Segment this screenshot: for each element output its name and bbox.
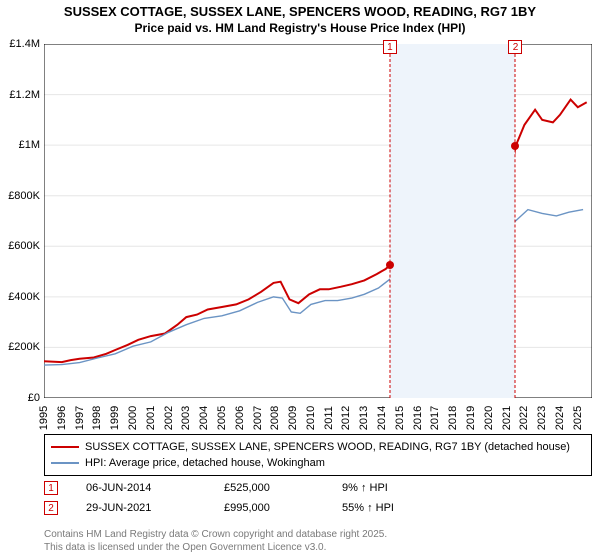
event-marker-line bbox=[515, 54, 516, 398]
y-axis-label: £1M bbox=[0, 139, 40, 151]
event-delta: 9% ↑ HPI bbox=[342, 482, 432, 494]
legend: SUSSEX COTTAGE, SUSSEX LANE, SPENCERS WO… bbox=[44, 434, 592, 476]
legend-swatch bbox=[51, 462, 79, 463]
x-axis-label: 2019 bbox=[465, 406, 477, 430]
y-axis-label: £1.4M bbox=[0, 38, 40, 50]
footer-attribution: Contains HM Land Registry data © Crown c… bbox=[44, 529, 387, 554]
x-axis-label: 1995 bbox=[38, 406, 50, 430]
x-axis-label: 1998 bbox=[91, 406, 103, 430]
x-axis-label: 2021 bbox=[501, 406, 513, 430]
x-axis-label: 2002 bbox=[163, 406, 175, 430]
event-price: £995,000 bbox=[224, 502, 314, 514]
x-axis-label: 2001 bbox=[145, 406, 157, 430]
x-axis-label: 2005 bbox=[216, 406, 228, 430]
title-line2: Price paid vs. HM Land Registry's House … bbox=[0, 21, 600, 37]
x-axis-label: 2025 bbox=[572, 406, 584, 430]
event-delta: 55% ↑ HPI bbox=[342, 502, 432, 514]
event-row: 2 29-JUN-2021 £995,000 55% ↑ HPI bbox=[44, 498, 432, 518]
x-axis-label: 2000 bbox=[127, 406, 139, 430]
title-line1: SUSSEX COTTAGE, SUSSEX LANE, SPENCERS WO… bbox=[0, 4, 600, 21]
event-date: 06-JUN-2014 bbox=[86, 482, 196, 494]
highlight-band bbox=[390, 44, 516, 398]
event-date: 29-JUN-2021 bbox=[86, 502, 196, 514]
footer-line2: This data is licensed under the Open Gov… bbox=[44, 542, 387, 555]
event-marker-dot bbox=[511, 142, 519, 150]
legend-label: HPI: Average price, detached house, Woki… bbox=[85, 457, 325, 469]
events-table: 1 06-JUN-2014 £525,000 9% ↑ HPI 2 29-JUN-2021… bbox=[44, 478, 432, 518]
x-axis-label: 2016 bbox=[412, 406, 424, 430]
x-axis-label: 2015 bbox=[394, 406, 406, 430]
x-axis-label: 2011 bbox=[323, 406, 335, 430]
y-axis-label: £400K bbox=[0, 291, 40, 303]
x-axis-label: 2018 bbox=[447, 406, 459, 430]
y-axis-label: £800K bbox=[0, 190, 40, 202]
footer-line1: Contains HM Land Registry data © Crown c… bbox=[44, 529, 387, 542]
x-axis-label: 1999 bbox=[109, 406, 121, 430]
x-axis-label: 2022 bbox=[518, 406, 530, 430]
x-axis-label: 1997 bbox=[74, 406, 86, 430]
legend-row: HPI: Average price, detached house, Woki… bbox=[51, 455, 585, 471]
event-marker-line bbox=[389, 54, 390, 398]
x-axis-label: 2012 bbox=[340, 406, 352, 430]
y-axis-label: £0 bbox=[0, 392, 40, 404]
event-index-box: 1 bbox=[44, 481, 58, 495]
x-axis-label: 2020 bbox=[483, 406, 495, 430]
x-axis-label: 2004 bbox=[198, 406, 210, 430]
x-axis-label: 2009 bbox=[287, 406, 299, 430]
legend-row: SUSSEX COTTAGE, SUSSEX LANE, SPENCERS WO… bbox=[51, 439, 585, 455]
legend-swatch bbox=[51, 446, 79, 448]
x-axis-label: 2008 bbox=[269, 406, 281, 430]
x-axis-label: 1996 bbox=[56, 406, 68, 430]
event-index-box: 2 bbox=[44, 501, 58, 515]
event-price: £525,000 bbox=[224, 482, 314, 494]
y-axis-label: £200K bbox=[0, 341, 40, 353]
chart-title: SUSSEX COTTAGE, SUSSEX LANE, SPENCERS WO… bbox=[0, 0, 600, 36]
event-marker-label: 2 bbox=[508, 40, 522, 54]
x-axis-label: 2023 bbox=[536, 406, 548, 430]
y-axis-label: £1.2M bbox=[0, 89, 40, 101]
x-axis-label: 2010 bbox=[305, 406, 317, 430]
x-axis-label: 2003 bbox=[180, 406, 192, 430]
x-axis-label: 2006 bbox=[234, 406, 246, 430]
legend-label: SUSSEX COTTAGE, SUSSEX LANE, SPENCERS WO… bbox=[85, 441, 570, 453]
x-axis-label: 2014 bbox=[376, 406, 388, 430]
event-row: 1 06-JUN-2014 £525,000 9% ↑ HPI bbox=[44, 478, 432, 498]
event-marker-dot bbox=[386, 261, 394, 269]
x-axis-label: 2007 bbox=[252, 406, 264, 430]
x-axis-label: 2017 bbox=[429, 406, 441, 430]
x-axis-label: 2024 bbox=[554, 406, 566, 430]
x-axis-label: 2013 bbox=[358, 406, 370, 430]
chart-area: £0£200K£400K£600K£800K£1M£1.2M£1.4M 1995… bbox=[44, 44, 592, 398]
y-axis-label: £600K bbox=[0, 240, 40, 252]
event-marker-label: 1 bbox=[383, 40, 397, 54]
